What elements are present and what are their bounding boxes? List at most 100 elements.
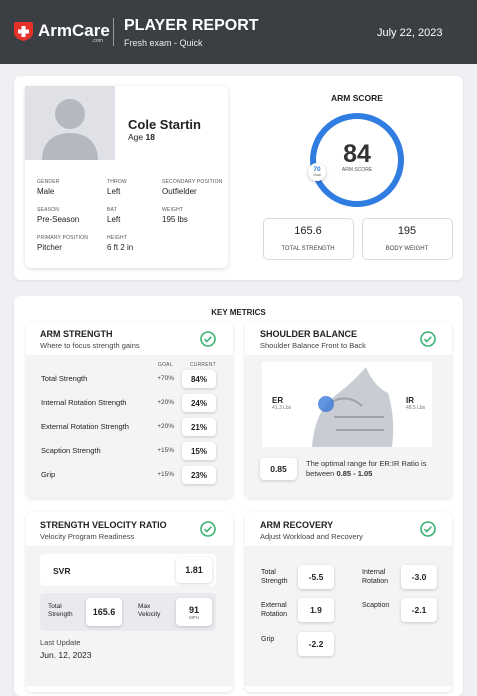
field-value: Left [107, 215, 121, 224]
field-label: WEIGHT [162, 207, 184, 213]
field-label: SEASON [37, 207, 60, 213]
logo-suffix: .com [92, 38, 103, 44]
player-name: Cole Startin [128, 117, 201, 132]
header-date: July 22, 2023 [377, 27, 443, 39]
er-label: ER [272, 396, 284, 405]
section-subtitle: Adjust Workload and Recovery [260, 532, 363, 541]
score-label: ARM SCORE [341, 167, 373, 173]
stat-box [263, 218, 354, 260]
row-current: 84% [182, 370, 216, 388]
total-strength-value: 165.6 [86, 598, 122, 626]
svr-value: 1.81 [176, 557, 212, 583]
arm-score-title: ARM SCORE [331, 93, 383, 103]
age-label: Age [128, 132, 144, 142]
field-label: PRIMARY POSITION [37, 235, 89, 241]
recovery-label: Total Strength [261, 569, 288, 585]
stat-value: 195 [397, 225, 417, 237]
current-header: CURRENT [190, 362, 216, 368]
field-value: Male [37, 187, 55, 196]
check-icon [420, 521, 436, 537]
shoulder-image [262, 362, 432, 447]
field-value: Left [107, 187, 121, 196]
score-ring [310, 113, 404, 207]
row-current: 21% [182, 418, 216, 436]
row-goal: +20% [157, 423, 174, 430]
row-label: Total Strength [41, 374, 88, 383]
goal-label: Goal [313, 173, 321, 177]
field-value: Pre-Season [37, 215, 80, 224]
stat-label: BODY WEIGHT [385, 246, 429, 252]
last-update-date: Jun. 12, 2023 [40, 650, 92, 660]
check-icon [200, 521, 216, 537]
row-goal: +20% [157, 399, 174, 406]
player-age: Age 18 [128, 132, 155, 142]
recovery-label: Internal Rotation [362, 569, 389, 585]
recovery-label: External Rotation [261, 602, 288, 618]
ratio-note: The optimal range for ER:IR Ratio is bet… [306, 459, 446, 479]
stat-value: 165.6 [294, 225, 322, 237]
last-update-label: Last Update [40, 638, 81, 647]
key-metrics-title: KEY METRICS [211, 308, 266, 317]
total-strength-label: Total Strength [48, 603, 73, 618]
header-subtitle: Fresh exam - Quick [124, 38, 203, 48]
er-value: 41.3 Lbs [272, 405, 292, 411]
recovery-value: -2.2 [298, 632, 334, 656]
goal-badge: 70 Goal [308, 163, 326, 181]
ir-label: IR [406, 396, 414, 405]
row-label: External Rotation Strength [41, 422, 129, 431]
recovery-value: -3.0 [401, 565, 437, 589]
row-goal: +15% [157, 471, 174, 478]
section-title: ARM STRENGTH [40, 329, 113, 339]
logo-icon [14, 22, 33, 41]
note-range: 0.85 - 1.05 [336, 469, 373, 478]
score-value: 84 [343, 140, 371, 168]
max-velocity-label: Max Velocity [138, 603, 161, 618]
field-label: HEIGHT [107, 235, 128, 241]
field-value: Pitcher [37, 243, 62, 252]
field-value: Outfielder [162, 187, 197, 196]
recovery-label: Grip [261, 636, 275, 643]
row-goal: +15% [157, 447, 174, 454]
row-goal: +70% [157, 375, 174, 382]
stat-box [362, 218, 453, 260]
age-value: 18 [145, 132, 155, 142]
section-title: SHOULDER BALANCE [260, 329, 358, 339]
section-subtitle: Shoulder Balance Front to Back [260, 341, 366, 350]
max-velocity-box: 91 MPH [176, 598, 212, 626]
field-label: THROW [107, 179, 127, 185]
max-velocity-unit: MPH [189, 614, 199, 620]
max-velocity-value: 91 [188, 604, 199, 615]
field-label: SECONDARY POSITION [162, 179, 223, 185]
check-icon [420, 331, 436, 347]
row-current: 15% [182, 442, 216, 460]
recovery-value: 1.9 [298, 598, 334, 622]
row-label: Internal Rotation Strength [41, 398, 127, 407]
section-subtitle: Velocity Program Readiness [40, 532, 135, 541]
header [0, 0, 477, 64]
recovery-value: -5.5 [298, 565, 334, 589]
ratio-value: 0.85 [260, 458, 297, 480]
header-divider [113, 18, 114, 46]
row-current: 24% [182, 394, 216, 412]
section-title: ARM RECOVERY [260, 520, 334, 530]
field-value: 6 ft 2 in [107, 243, 134, 252]
section-subtitle: Where to focus strength gains [40, 341, 140, 350]
row-label: Grip [41, 470, 56, 479]
recovery-value: -2.1 [401, 598, 437, 622]
svr-label: SVR [53, 566, 71, 576]
row-current: 23% [182, 466, 216, 484]
avatar [25, 86, 115, 160]
stat-label: TOTAL STRENGTH [281, 246, 335, 252]
header-title: PLAYER REPORT [124, 17, 259, 34]
recovery-label: Scaption [362, 602, 390, 609]
field-label: GENDER [37, 179, 60, 185]
section-title: STRENGTH VELOCITY RATIO [40, 520, 167, 530]
ir-value: 48.5 Lbs [406, 405, 426, 411]
logo-text: ArmCare [38, 21, 110, 40]
field-value: 195 lbs [162, 215, 188, 224]
row-label: Scaption Strength [41, 446, 101, 455]
check-icon [200, 331, 216, 347]
field-label: BAT [107, 207, 117, 213]
note-text: The optimal range for ER:IR Ratio is bet… [306, 459, 427, 478]
